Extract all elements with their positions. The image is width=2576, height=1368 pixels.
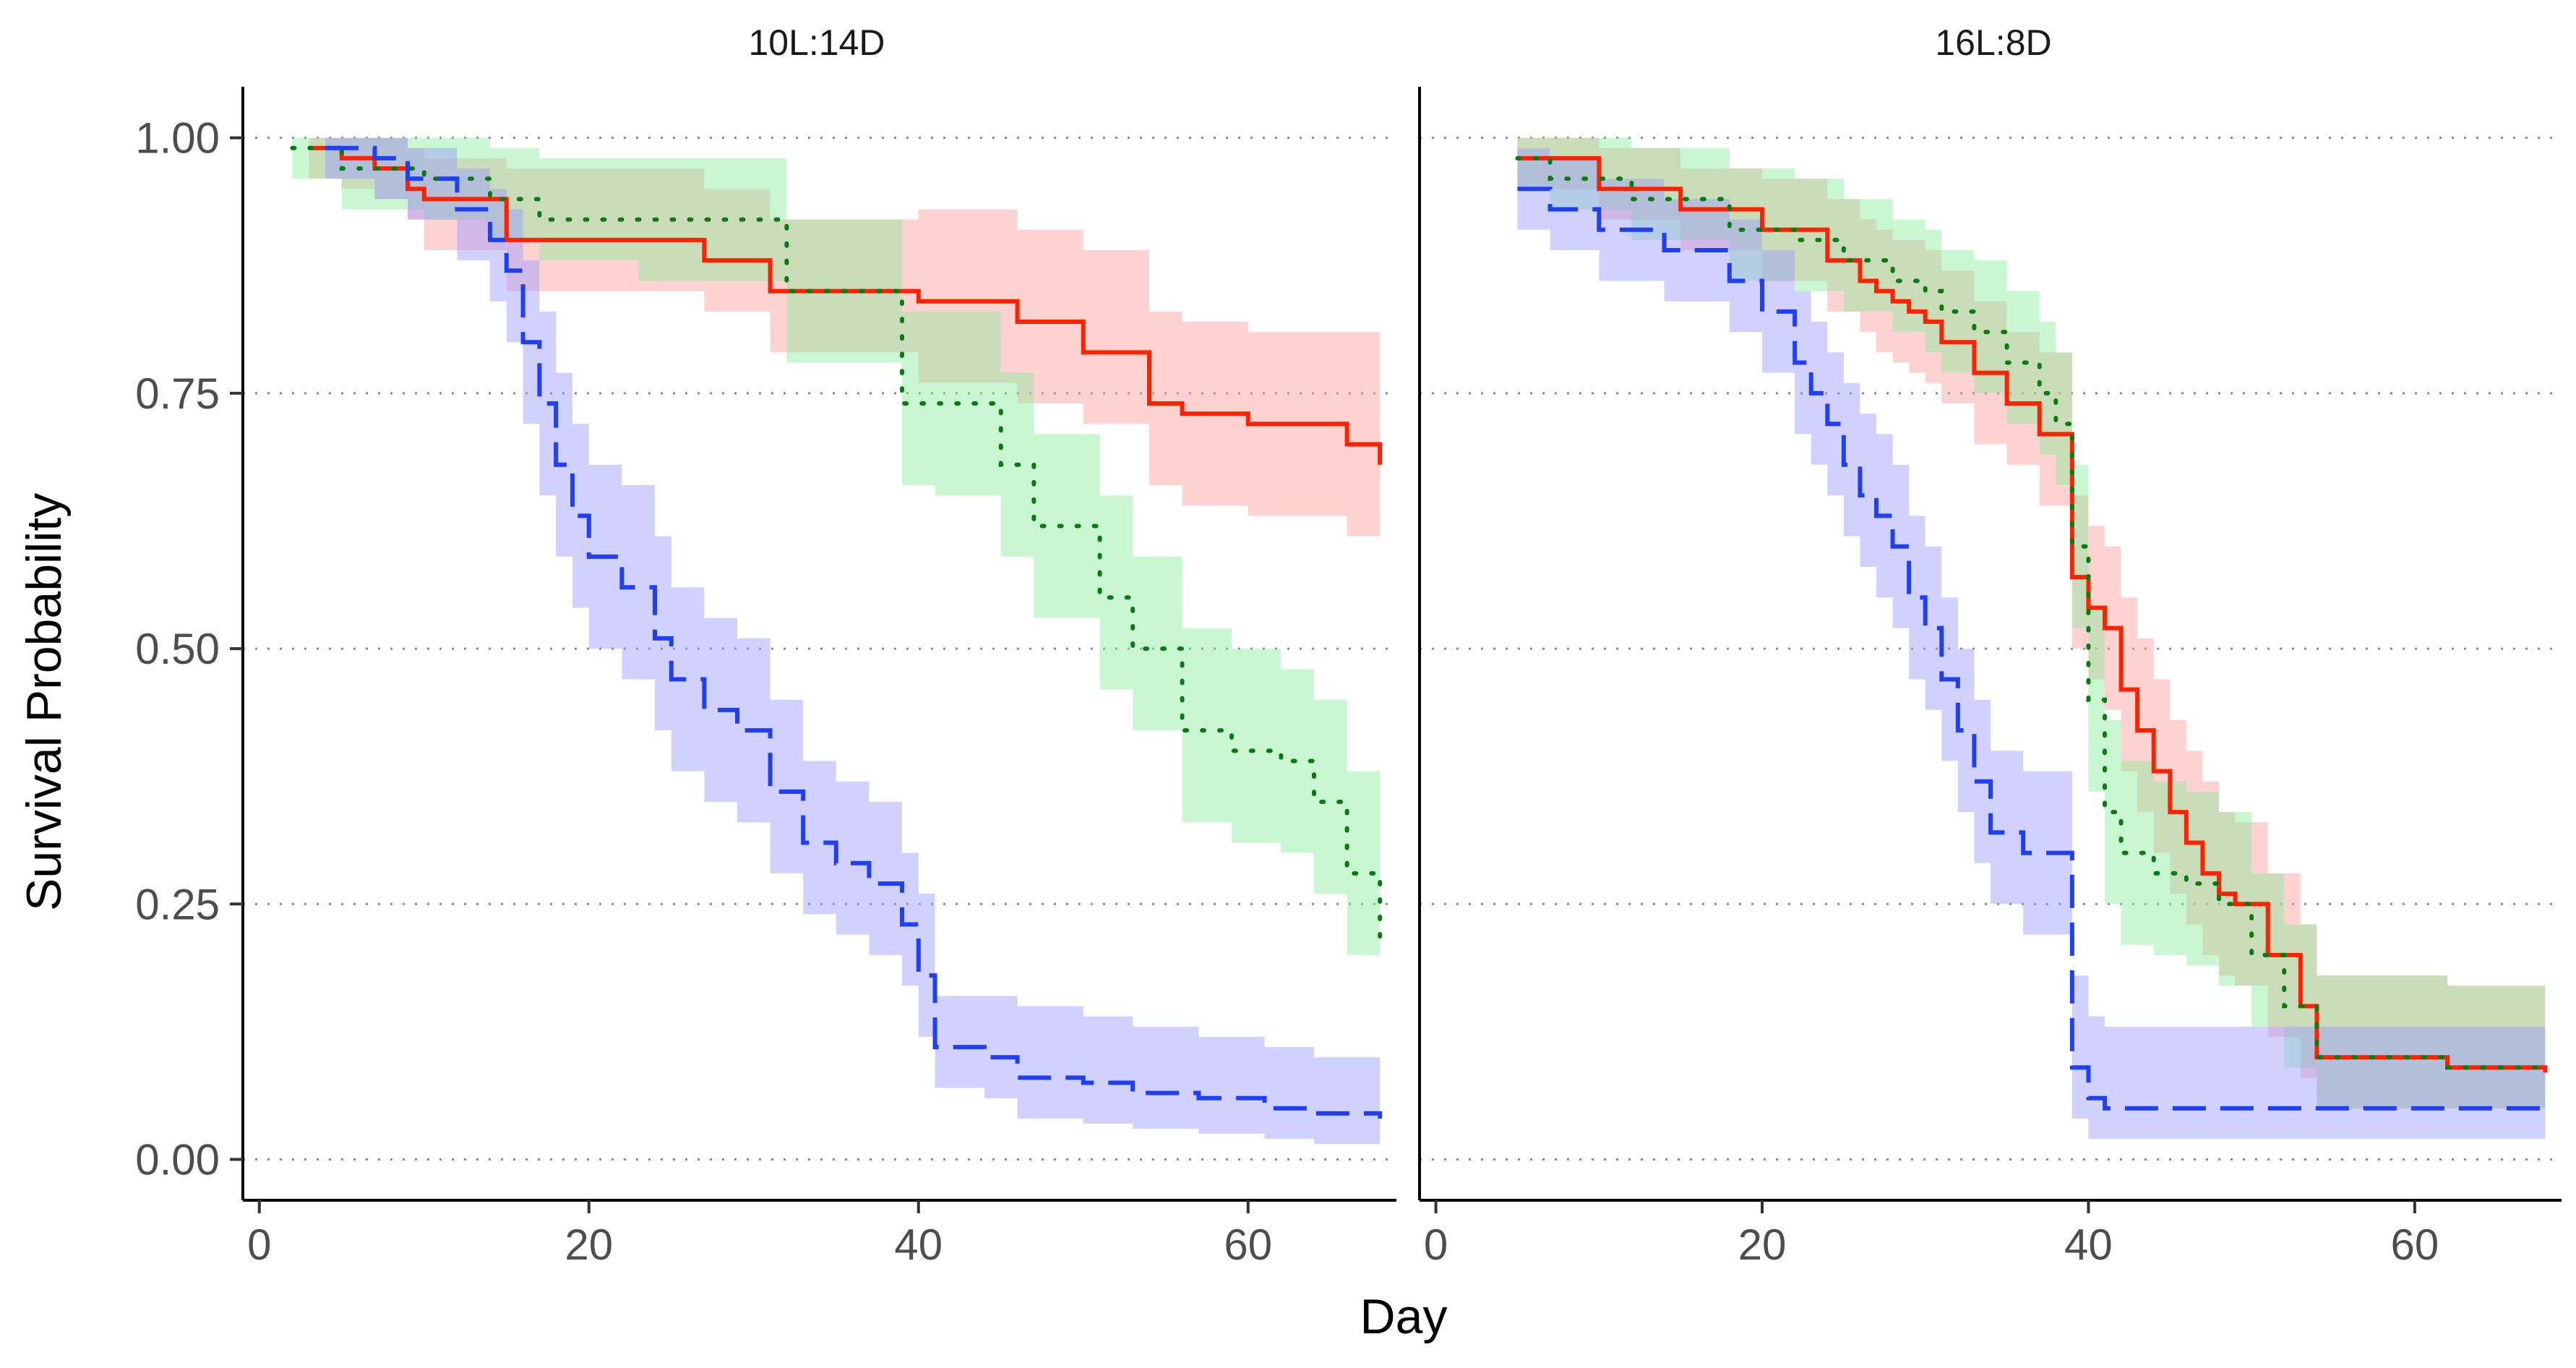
panel-title-right: 16L:8D xyxy=(1935,22,2052,63)
x-tick-label: 40 xyxy=(2064,1220,2113,1269)
y-tick-label: 0.50 xyxy=(135,625,220,673)
survival-curve-blue xyxy=(1517,187,2546,1111)
survival-curve-green xyxy=(290,145,1383,947)
survival-curve-blue xyxy=(325,145,1383,1119)
x-tick-label: 60 xyxy=(1224,1220,1272,1269)
x-tick-label: 20 xyxy=(1738,1220,1787,1269)
confidence-band-red xyxy=(1517,137,2546,1119)
survival-curve-green xyxy=(1515,155,2548,1075)
confidence-band-green xyxy=(292,137,1381,996)
x-tick-label: 40 xyxy=(894,1220,943,1269)
x-tick-label: 60 xyxy=(2390,1220,2439,1269)
y-tick-label: 0.75 xyxy=(135,369,220,418)
x-tick-label: 0 xyxy=(247,1220,271,1269)
confidence-band-blue xyxy=(1517,148,2546,1140)
y-tick-label: 1.00 xyxy=(135,114,220,163)
x-axis-label: Day xyxy=(1360,1289,1448,1344)
y-tick-label: 0.00 xyxy=(135,1135,220,1184)
panel-2: 0 20 40 60 xyxy=(1418,87,2562,1269)
x-tick-label: 0 xyxy=(1424,1220,1448,1269)
panel-title-left: 10L:14D xyxy=(748,22,885,63)
confidence-band-red xyxy=(309,137,1381,536)
confidence-band-green xyxy=(1517,137,2546,1119)
x-tick-label: 20 xyxy=(564,1220,613,1269)
y-tick-label: 0.25 xyxy=(135,880,220,928)
confidence-band-blue xyxy=(325,137,1381,1150)
panel-1: 0 20 40 60 0.00 0.25 0.50 0.75 1.00 xyxy=(135,87,1396,1269)
